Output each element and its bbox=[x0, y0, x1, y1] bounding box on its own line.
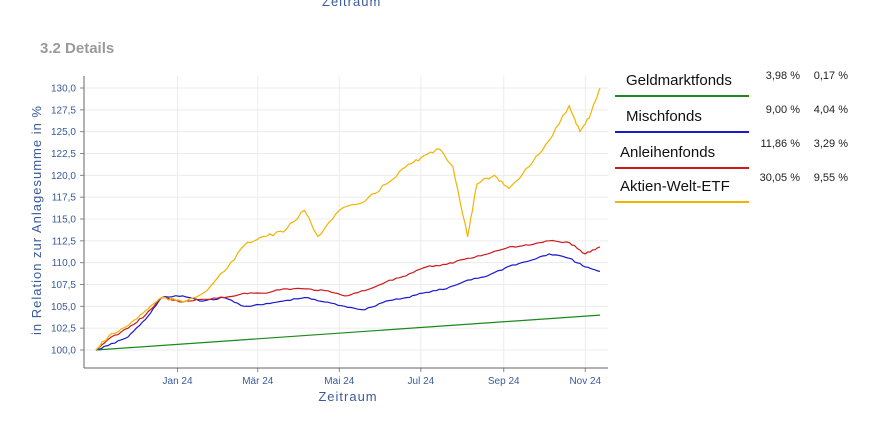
legend-item-geldmarktfonds: Geldmarktfonds bbox=[615, 72, 749, 97]
tick-layer: 100,0 102,5 105,0 107,5 110,0 112,5 115,0 117,5… bbox=[51, 84, 602, 388]
x-tick-label: Mai 24 bbox=[324, 376, 354, 387]
y-tick-label: 107,5 bbox=[51, 280, 76, 291]
y-tick-label: 122,5 bbox=[51, 149, 76, 160]
legend-item-anleihenfonds: Anleihenfonds bbox=[615, 144, 749, 169]
legend-value-2: 0,17 % bbox=[813, 70, 848, 82]
legend-swatch bbox=[615, 167, 749, 169]
series-line-mischfonds bbox=[95, 253, 601, 351]
y-tick-label: 102,5 bbox=[51, 324, 76, 335]
y-tick-label: 117,5 bbox=[52, 193, 77, 204]
y-tick-label: 120,0 bbox=[51, 171, 76, 182]
x-tick-label: Jul 24 bbox=[408, 376, 435, 387]
legend-value-1: 30,05 % bbox=[759, 172, 800, 184]
y-tick-label: 125,0 bbox=[51, 127, 76, 138]
legend-item-mischfonds: Mischfonds bbox=[615, 108, 749, 133]
legend-value-2: 3,29 % bbox=[813, 138, 848, 150]
legend-label: Aktien-Welt-ETF bbox=[620, 178, 730, 195]
legend-swatch bbox=[615, 201, 749, 203]
legend-value-2: 9,55 % bbox=[813, 172, 848, 184]
legend-swatch bbox=[615, 95, 749, 97]
y-tick-label: 130,0 bbox=[51, 84, 76, 95]
x-tick-label: Jan 24 bbox=[163, 376, 193, 387]
y-tick-label: 110,0 bbox=[52, 258, 77, 269]
legend-item-aktien-welt-etf: Aktien-Welt-ETF bbox=[615, 178, 749, 203]
series-line-geldmarktfonds bbox=[95, 314, 601, 351]
legend-label: Geldmarktfonds bbox=[626, 72, 732, 89]
axes bbox=[80, 76, 608, 372]
series-layer bbox=[95, 87, 601, 351]
x-tick-label: Nov 24 bbox=[569, 376, 601, 387]
y-tick-label: 115,0 bbox=[52, 215, 77, 226]
y-tick-label: 100,0 bbox=[51, 346, 76, 357]
x-tick-label: Mär 24 bbox=[242, 376, 274, 387]
y-tick-label: 112,5 bbox=[52, 236, 77, 247]
legend-value-1: 3,98 % bbox=[765, 70, 800, 82]
legend-value-1: 11,86 % bbox=[760, 138, 800, 150]
x-axis-label: Zeitraum bbox=[318, 389, 377, 404]
series-line-aktien-welt-etf bbox=[95, 87, 601, 351]
y-tick-label: 127,5 bbox=[51, 105, 76, 116]
series-line-anleihenfonds bbox=[95, 239, 601, 351]
legend-value-1: 9,00 % bbox=[765, 104, 800, 116]
legend-label: Anleihenfonds bbox=[620, 144, 716, 161]
y-axis-label: in Relation zur Anlagesumme in % bbox=[29, 105, 44, 335]
grid bbox=[84, 76, 608, 368]
legend-swatch bbox=[615, 131, 749, 133]
y-tick-label: 105,0 bbox=[51, 302, 76, 313]
top-axis-label: Zeitraum bbox=[322, 0, 382, 9]
x-tick-label: Sep 24 bbox=[488, 376, 520, 387]
section-title: 3.2 Details bbox=[40, 40, 115, 57]
legend-value-2: 4,04 % bbox=[813, 104, 848, 116]
legend-label: Mischfonds bbox=[626, 108, 702, 125]
